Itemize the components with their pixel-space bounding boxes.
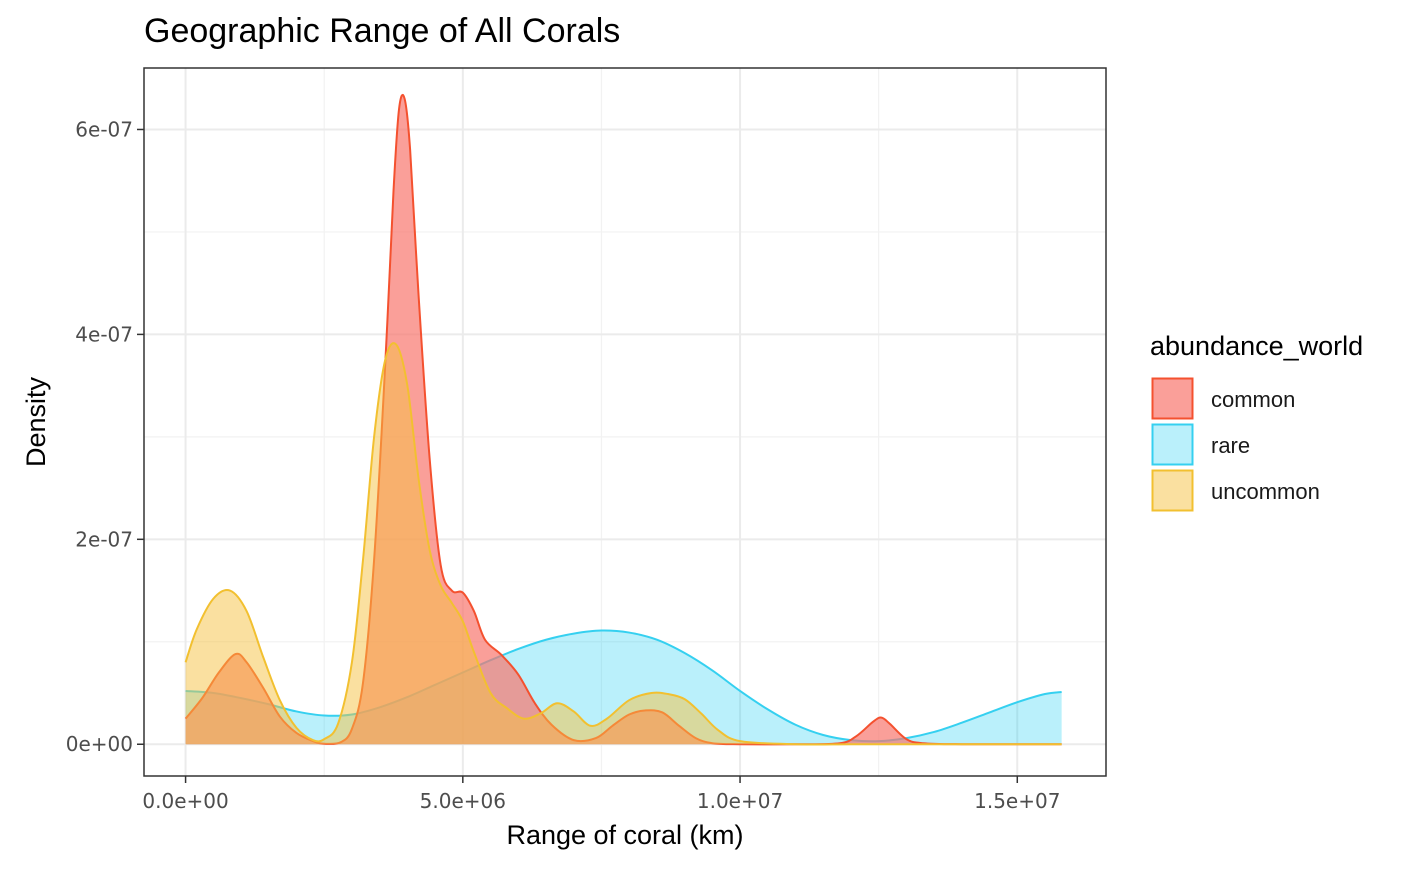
legend-label-common: common bbox=[1211, 387, 1295, 412]
legend-label-uncommon: uncommon bbox=[1211, 479, 1320, 504]
x-tick-label: 0.0e+00 bbox=[142, 789, 228, 813]
plot-border bbox=[143, 67, 1107, 777]
legend-swatch-common bbox=[1151, 377, 1194, 420]
chart-title: Geographic Range of All Corals bbox=[144, 12, 620, 50]
density-areas bbox=[184, 93, 1062, 746]
legend-key-bg bbox=[1151, 423, 1194, 466]
x-axis-title: Range of coral (km) bbox=[506, 820, 743, 850]
y-tick-label: 2e-07 bbox=[75, 527, 133, 551]
legend-items: common rare uncommon bbox=[1151, 377, 1320, 512]
y-tick-label: 6e-07 bbox=[75, 117, 133, 141]
legend-title: abundance_world bbox=[1150, 331, 1363, 361]
x-tick-label: 1.5e+07 bbox=[974, 789, 1060, 813]
x-tick-label: 1.0e+07 bbox=[697, 789, 783, 813]
minor-gridlines bbox=[144, 68, 1106, 776]
legend: abundance_world common rare uncommon bbox=[1150, 331, 1363, 512]
x-tick-label: 5.0e+06 bbox=[420, 789, 506, 813]
legend-label-rare: rare bbox=[1211, 433, 1250, 458]
legend-swatch-uncommon bbox=[1151, 469, 1194, 512]
y-axis-title: Density bbox=[21, 376, 51, 467]
density-area-uncommon bbox=[185, 343, 1062, 745]
x-axis-ticks: 0.0e+00 5.0e+06 1.0e+07 1.5e+07 bbox=[142, 776, 1060, 813]
y-tick-label: 0e+00 bbox=[66, 732, 133, 756]
density-line-uncommon bbox=[184, 342, 1062, 746]
legend-swatch-rare bbox=[1151, 423, 1194, 466]
y-tick-label: 4e-07 bbox=[75, 322, 133, 346]
density-line-rare bbox=[185, 629, 1062, 743]
y-axis-ticks: 0e+00 2e-07 4e-07 6e-07 bbox=[66, 117, 144, 756]
plot-panel bbox=[144, 68, 1106, 776]
